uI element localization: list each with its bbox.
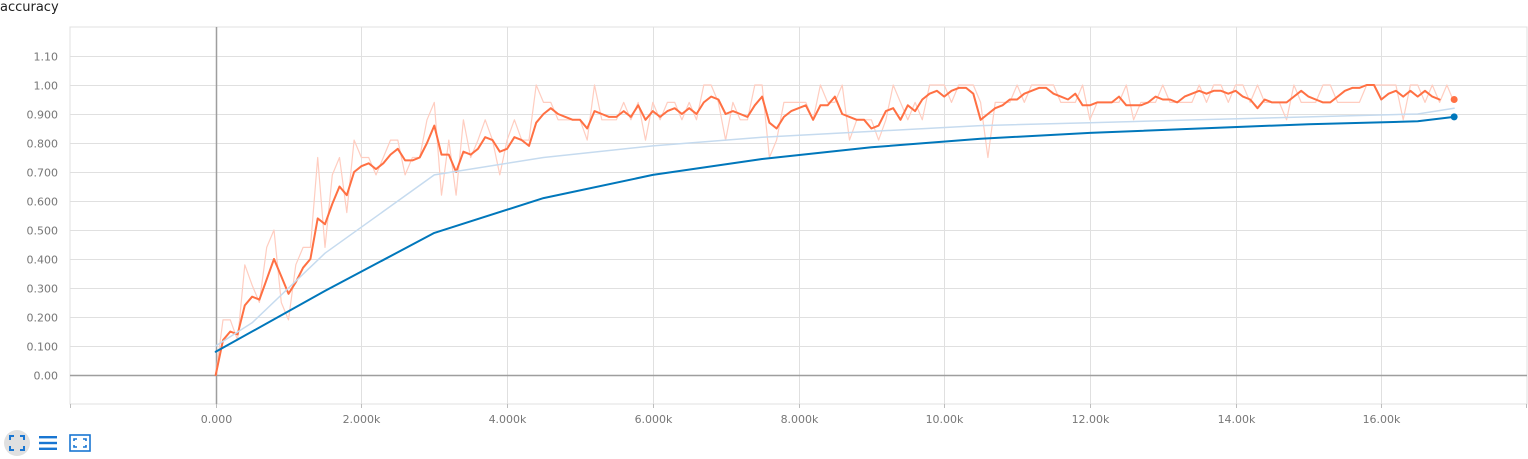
x-tick-label: 8.000k (781, 413, 819, 426)
x-tick-label: 0.000 (201, 413, 233, 426)
x-tick-label: 16.00k (1363, 413, 1401, 426)
list-icon (39, 436, 57, 450)
y-tick-label: 0.900 (27, 109, 59, 122)
fit-domain-icon (69, 434, 91, 452)
series-line-blue-smoothed (214, 115, 1456, 353)
y-tick-label: 0.700 (27, 167, 59, 180)
x-tick-label: 2.000k (343, 413, 381, 426)
toggle-log-scale-button[interactable] (35, 430, 61, 456)
y-tick-label: 0.800 (27, 138, 59, 151)
y-tick-labels: 0.00 0.100 0.200 0.300 0.400 0.500 0.600 0.700 0… (27, 51, 59, 383)
y-tick-label: 0.500 (27, 225, 59, 238)
grid-layer (69, 26, 1528, 405)
fullscreen-icon (9, 435, 25, 451)
chart-title: accuracy (0, 0, 59, 15)
x-tick-label: 4.000k (489, 413, 527, 426)
end-marker-blue-smoothed (1450, 113, 1458, 121)
x-tick-label: 6.000k (635, 413, 673, 426)
fit-domain-button[interactable] (67, 430, 93, 456)
y-tick-label: 0.400 (27, 254, 59, 267)
y-tick-label: 0.00 (34, 370, 59, 383)
y-tick-label: 0.600 (27, 196, 59, 209)
expand-chart-button[interactable] (4, 430, 30, 456)
y-tick-label: 0.200 (27, 312, 59, 325)
x-tick-label: 12.00k (1072, 413, 1110, 426)
series-line-blue-raw (214, 107, 1455, 347)
end-markers (1450, 96, 1458, 121)
series-line-orange-smoothed (214, 84, 1441, 376)
series-layer (214, 84, 1456, 376)
axes-layer (70, 27, 1527, 408)
x-tick-label: 14.00k (1218, 413, 1256, 426)
y-tick-label: 1.00 (34, 80, 59, 93)
plot-frame (69, 26, 1528, 405)
x-tick-label: 10.00k (926, 413, 964, 426)
series-line-orange-raw (215, 84, 1455, 376)
y-tick-label: 0.300 (27, 283, 59, 296)
end-marker-orange-smoothed (1450, 96, 1458, 103)
x-tick-labels: 0.000 2.000k 4.000k 6.000k 8.000k 10.00k 12.00… (201, 413, 1401, 426)
y-tick-label: 0.100 (27, 341, 59, 354)
y-tick-label: 1.10 (34, 51, 59, 64)
